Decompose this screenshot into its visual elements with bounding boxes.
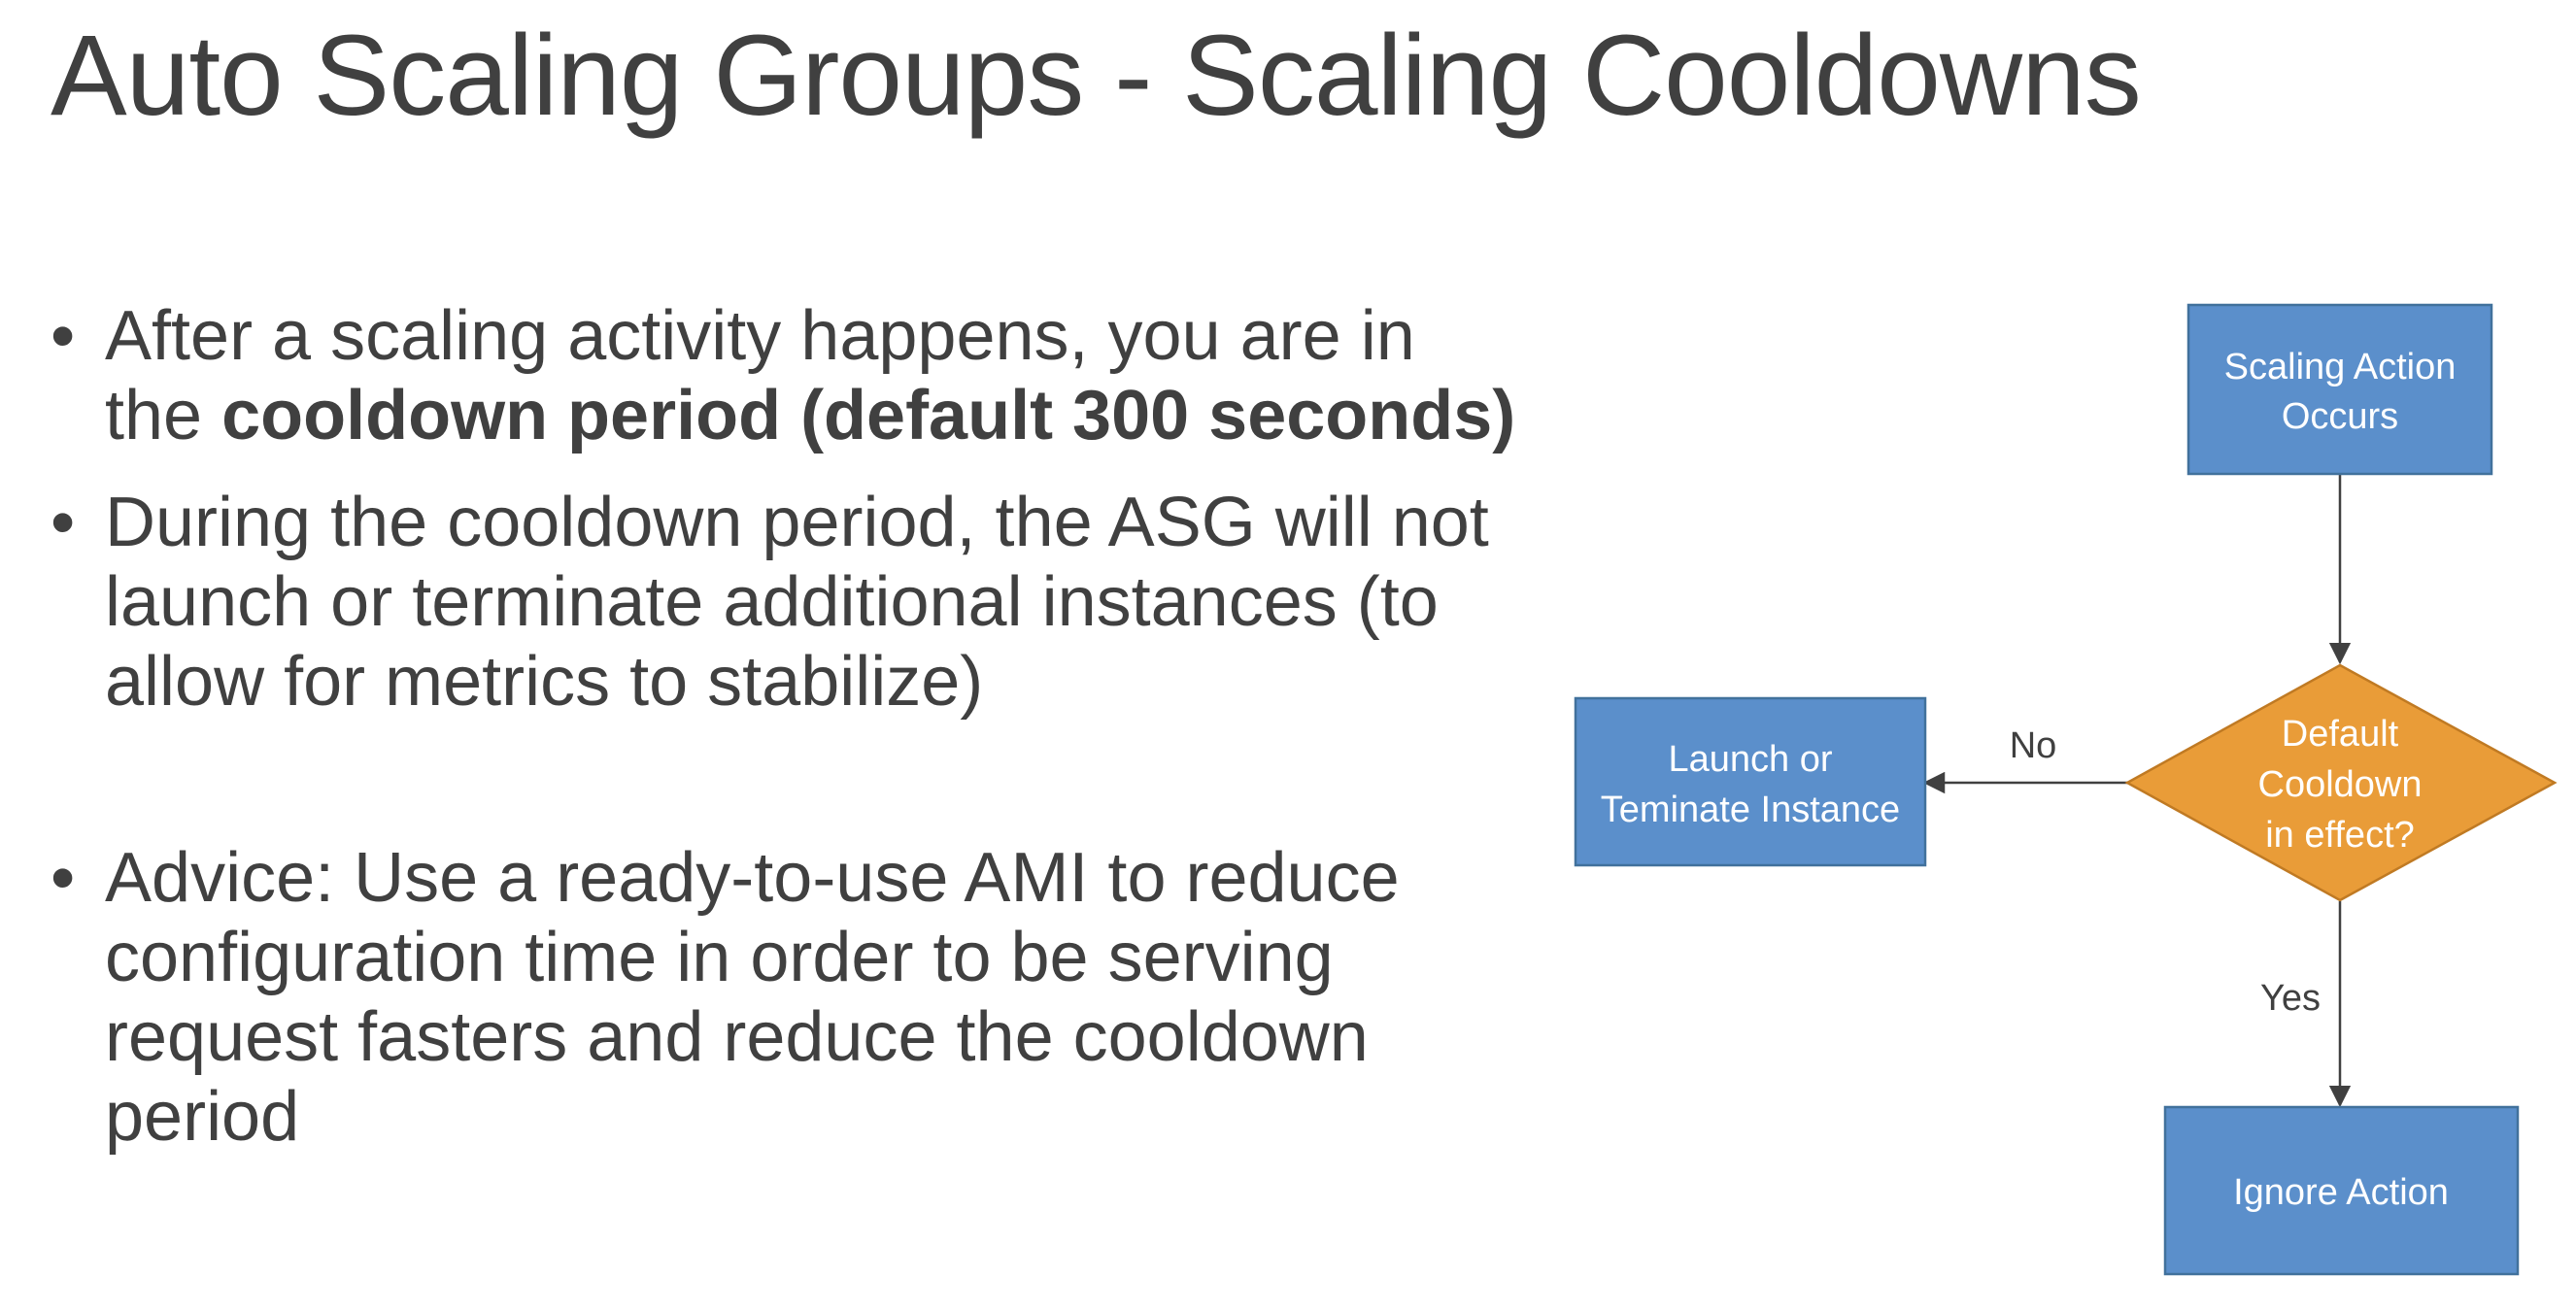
node-ignore-action: Ignore Action: [2163, 1105, 2520, 1276]
edge-label-no: No: [2010, 725, 2057, 766]
node-label-line2: Occurs: [2282, 396, 2398, 437]
node-box: [1574, 696, 1927, 867]
node-scaling-action-occurs: Scaling Action Occurs: [2186, 303, 2493, 476]
node-box: [2163, 1105, 2520, 1276]
slide-title: Auto Scaling Groups - Scaling Cooldowns: [51, 12, 2142, 140]
node-box: [2186, 303, 2493, 476]
bullet-item: During the cooldown period, the ASG will…: [47, 483, 1523, 722]
decision-label-line3: in effect?: [2265, 815, 2415, 856]
bullet-text: After a scaling activity happens, you ar…: [105, 297, 1415, 454]
node-default-cooldown-decision: Default Cooldown in effect?: [2124, 663, 2558, 902]
bullet-item: After a scaling activity happens, you ar…: [47, 296, 1523, 455]
bullet-text: Advice: Use a ready-to-use AMI to reduce…: [105, 839, 1400, 1156]
decision-label-line2: Cooldown: [2258, 764, 2423, 805]
edge-label-yes: Yes: [2260, 978, 2321, 1019]
node-label-line1: Ignore Action: [2233, 1172, 2449, 1213]
node-launch-or-terminate-instance: Launch or Teminate Instance: [1574, 696, 1927, 867]
node-label-line2: Teminate Instance: [1601, 790, 1900, 830]
bullet-bold-text: cooldown period (default 300 seconds): [221, 377, 1516, 454]
bullet-item: Advice: Use a ready-to-use AMI to reduce…: [47, 838, 1523, 1157]
decision-diamond: [2124, 663, 2558, 902]
bullet-list: After a scaling activity happens, you ar…: [47, 296, 1523, 1157]
decision-label-line1: Default: [2282, 714, 2399, 755]
node-label-line1: Scaling Action: [2224, 347, 2457, 387]
node-label-line1: Launch or: [1668, 739, 1832, 780]
bullet-text: During the cooldown period, the ASG will…: [105, 484, 1489, 721]
